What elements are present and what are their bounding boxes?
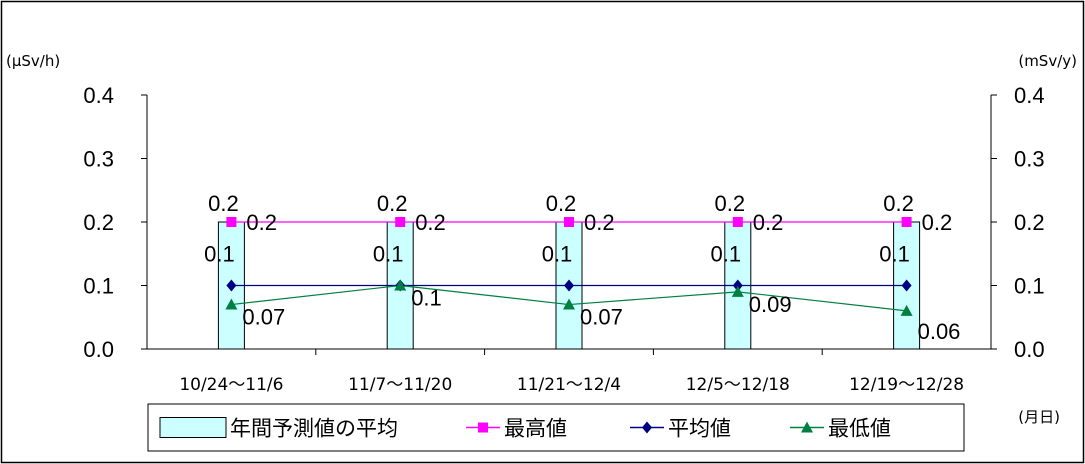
right-tick-label: 0.0 bbox=[1014, 337, 1045, 362]
max-data-label: 0.2 bbox=[753, 210, 784, 235]
marker-average-diamond bbox=[732, 279, 743, 292]
average-data-label: 0.1 bbox=[373, 242, 404, 267]
max-data-label: 0.2 bbox=[415, 210, 446, 235]
marker-min-triangle bbox=[563, 298, 575, 310]
marker-min-triangle bbox=[731, 285, 744, 297]
min-data-label: 0.07 bbox=[580, 305, 623, 330]
max-data-label: 0.2 bbox=[584, 210, 615, 235]
marker-average-diamond bbox=[226, 279, 237, 292]
left-tick-label: 0.2 bbox=[83, 210, 114, 235]
marker-max-square bbox=[901, 217, 912, 227]
x-tick-label: 10/24〜11/6 bbox=[179, 375, 283, 395]
x-tick-label: 12/19〜12/28 bbox=[849, 375, 964, 395]
x-tick-label: 12/5〜12/18 bbox=[686, 375, 790, 395]
x-tick-label: 11/7〜11/20 bbox=[348, 375, 452, 395]
legend-marker-min bbox=[801, 421, 813, 433]
marker-max-square bbox=[226, 217, 237, 227]
marker-average-diamond bbox=[901, 279, 912, 292]
right-axis-unit: (mSv/y) bbox=[1018, 52, 1077, 70]
min-data-label: 0.06 bbox=[918, 319, 961, 344]
bar-data-label: 0.2 bbox=[208, 191, 239, 216]
legend-box bbox=[147, 403, 965, 452]
marker-min-triangle bbox=[900, 304, 913, 316]
legend-label-average: 平均値 bbox=[668, 417, 731, 441]
legend-marker-average bbox=[642, 421, 652, 434]
legend-swatch-bar bbox=[159, 417, 227, 438]
right-tick-label: 0.4 bbox=[1014, 83, 1045, 108]
left-tick-label: 0.0 bbox=[83, 337, 114, 362]
average-data-label: 0.1 bbox=[204, 242, 235, 267]
legend-marker-max bbox=[478, 422, 488, 433]
bar-data-label: 0.2 bbox=[715, 191, 746, 216]
average-data-label: 0.1 bbox=[711, 242, 742, 267]
right-tick-label: 0.2 bbox=[1014, 210, 1045, 235]
max-data-label: 0.2 bbox=[922, 210, 953, 235]
bar-data-label: 0.2 bbox=[883, 191, 914, 216]
left-tick-label: 0.3 bbox=[83, 147, 114, 172]
legend-label-max: 最高値 bbox=[504, 417, 567, 441]
marker-min-triangle bbox=[394, 279, 407, 291]
marker-max-square bbox=[395, 217, 406, 227]
legend-label-bar: 年間予測値の平均 bbox=[230, 417, 398, 441]
legend-label-min: 最低値 bbox=[828, 417, 891, 441]
right-tick-label: 0.3 bbox=[1014, 147, 1045, 172]
left-tick-label: 0.1 bbox=[83, 274, 114, 299]
marker-max-square bbox=[732, 217, 743, 227]
bar-data-label: 0.2 bbox=[546, 191, 577, 216]
average-data-label: 0.1 bbox=[542, 242, 573, 267]
left-axis-unit: (μSv/h) bbox=[6, 52, 60, 70]
average-data-label: 0.1 bbox=[879, 242, 910, 267]
left-tick-label: 0.4 bbox=[83, 83, 114, 108]
marker-average-diamond bbox=[564, 279, 574, 292]
min-data-label: 0.1 bbox=[411, 286, 442, 311]
marker-max-square bbox=[564, 217, 574, 227]
bar-data-label: 0.2 bbox=[377, 191, 408, 216]
x-axis-unit: (月日) bbox=[1018, 408, 1060, 426]
min-data-label: 0.09 bbox=[749, 292, 792, 317]
marker-min-triangle bbox=[225, 298, 238, 310]
x-tick-label: 11/21〜12/4 bbox=[517, 375, 621, 395]
max-data-label: 0.2 bbox=[246, 210, 277, 235]
min-data-label: 0.07 bbox=[242, 305, 285, 330]
right-tick-label: 0.1 bbox=[1014, 274, 1045, 299]
